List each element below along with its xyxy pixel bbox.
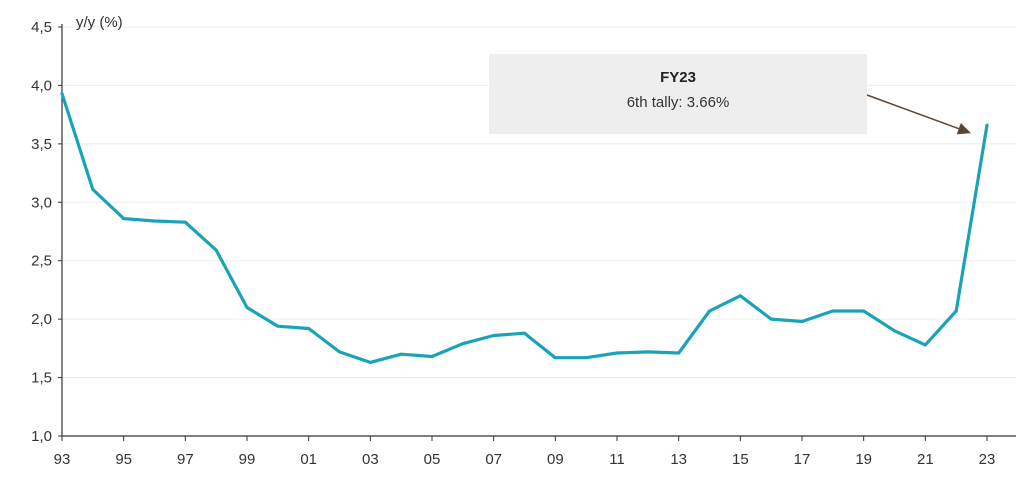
data-point (276, 324, 280, 328)
data-point (60, 92, 64, 96)
data-point (338, 350, 341, 354)
annotation-title: FY23 (660, 69, 696, 86)
data-point (153, 219, 156, 223)
data-point (862, 309, 866, 313)
x-tick-label: 19 (855, 451, 872, 468)
x-tick-label: 95 (115, 451, 132, 468)
x-tick-label: 09 (547, 451, 564, 468)
y-tick-label: 3,0 (31, 194, 52, 211)
y-tick-labels: 1,0 1,5 2,0 2,5 3,0 3,5 4,0 4,5 (31, 19, 52, 445)
data-point (584, 356, 588, 360)
x-tick-labels: 93 95 97 99 01 03 05 07 09 11 13 15 17 19 21 23 (54, 451, 996, 468)
data-point (214, 248, 218, 252)
y-tick-label: 1,5 (31, 370, 52, 387)
data-point (553, 356, 557, 360)
data-point (954, 309, 958, 313)
data-point (368, 360, 372, 364)
data-point (615, 351, 619, 355)
annotation: FY23 6th tally: 3.66% (489, 54, 971, 135)
x-tick-label: 11 (609, 451, 625, 468)
x-tick-label: 01 (300, 451, 317, 468)
data-point (492, 334, 496, 338)
data-point (523, 331, 526, 335)
y-tick-label: 2,0 (31, 311, 52, 328)
x-tick-label: 15 (732, 451, 749, 468)
x-tick-label: 17 (794, 451, 811, 468)
x-tick-label: 93 (54, 451, 71, 468)
annotation-arrowhead (956, 123, 971, 135)
data-point (800, 319, 804, 323)
data-point (646, 350, 650, 354)
x-tick-label: 23 (979, 451, 996, 468)
x-tick-label: 97 (177, 451, 194, 468)
data-point (677, 351, 681, 355)
x-tick-label: 13 (670, 451, 687, 468)
data-point (122, 217, 126, 221)
data-point (430, 355, 434, 359)
data-point (245, 305, 249, 309)
series-group (60, 91, 989, 364)
x-tick-label: 05 (424, 451, 441, 468)
annotation-arrow (866, 94, 960, 130)
data-point (461, 342, 465, 346)
data-point (91, 187, 95, 191)
data-point (769, 317, 773, 321)
data-point (831, 309, 835, 313)
annotation-box (489, 54, 867, 134)
data-point (708, 309, 711, 313)
y-axis-label: y/y (%) (76, 14, 123, 31)
data-point (183, 220, 187, 224)
data-point (738, 294, 742, 298)
data-point (893, 329, 896, 333)
x-tick-label: 21 (917, 451, 934, 468)
y-tick-label: 3,5 (31, 136, 52, 153)
x-tick-label: 03 (362, 451, 379, 468)
data-point (399, 352, 403, 356)
data-point (985, 123, 989, 127)
x-tick-label: 99 (239, 451, 256, 468)
x-tick-label: 07 (485, 451, 502, 468)
data-point (923, 343, 927, 347)
annotation-text: 6th tally: 3.66% (627, 94, 730, 111)
y-tick-label: 4,5 (31, 19, 52, 36)
data-point (307, 326, 311, 330)
y-tick-label: 1,0 (31, 428, 52, 445)
y-tick-label: 2,5 (31, 253, 52, 270)
y-tick-label: 4,0 (31, 77, 52, 94)
